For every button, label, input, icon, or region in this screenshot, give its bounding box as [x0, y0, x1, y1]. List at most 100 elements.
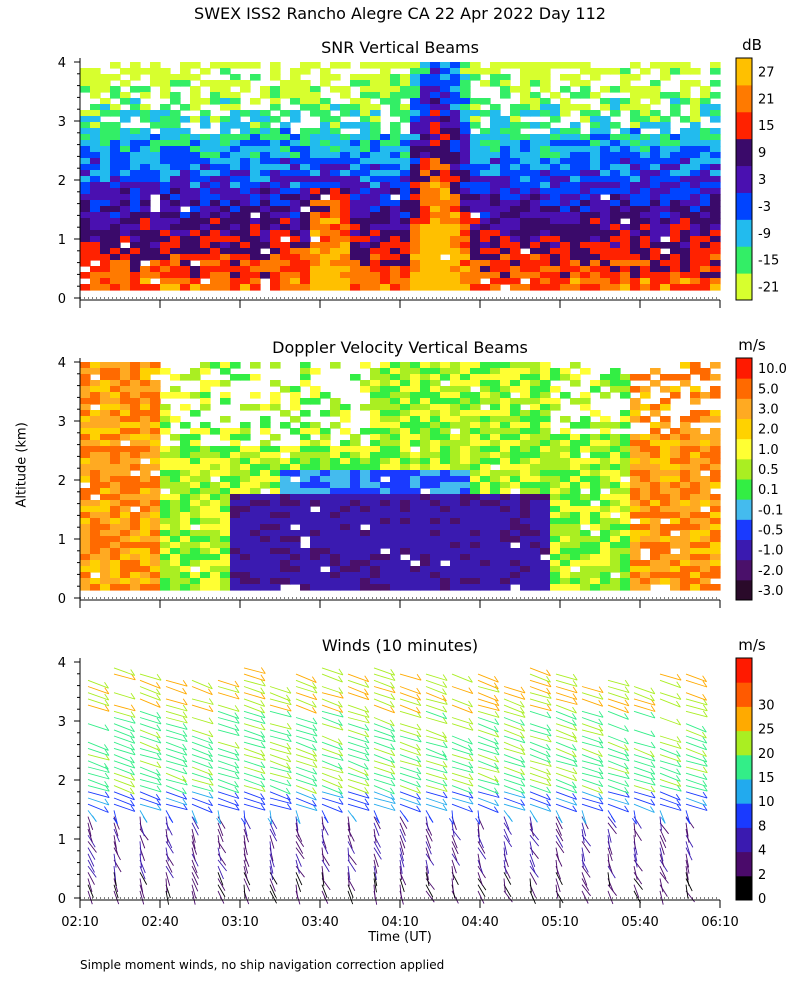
y-tick-label: 0 — [58, 292, 66, 307]
main-title: SWEX ISS2 Rancho Alegre CA 22 Apr 2022 D… — [194, 4, 606, 23]
footnote: Simple moment winds, no ship navigation … — [80, 958, 445, 972]
x-tick-label: 03:10 — [221, 915, 258, 930]
colorbar-swatch — [736, 658, 752, 683]
colorbar-swatch — [736, 418, 752, 440]
snr-heatmap-cells — [80, 62, 721, 291]
colorbar-label: -3 — [758, 200, 771, 215]
panel-title-doppler: Doppler Velocity Vertical Beams — [272, 338, 528, 357]
colorbar-label: -0.5 — [758, 523, 783, 538]
colorbar-label: -1.0 — [758, 544, 783, 559]
colorbar-label: 1.0 — [758, 443, 779, 458]
colorbar-label: 30 — [758, 698, 775, 713]
colorbar-2 — [735, 657, 753, 901]
colorbar-label: -3.0 — [758, 584, 783, 599]
y-tick-label: 2 — [58, 474, 66, 489]
colorbar-swatch — [736, 398, 752, 419]
colorbar-label: 9 — [758, 146, 766, 161]
colorbar-unit: m/s — [738, 336, 766, 354]
colorbar-label: 25 — [758, 723, 775, 738]
colorbar-swatch — [736, 358, 752, 379]
colorbar-label: 15 — [758, 771, 775, 786]
colorbar-frame — [735, 57, 753, 301]
colorbar-swatch — [736, 779, 752, 804]
colorbar-label: 21 — [758, 92, 775, 107]
colorbar-label: 4 — [758, 844, 766, 859]
colorbar-swatch — [736, 273, 752, 301]
wind-barbs — [87, 667, 708, 905]
y-tick-label: 1 — [58, 533, 66, 548]
x-tick-label: 02:40 — [141, 915, 178, 930]
x-axis-label: Time (UT) — [368, 930, 432, 945]
colorbar-swatch — [736, 84, 752, 113]
colorbar-label: -15 — [758, 254, 779, 269]
colorbar-swatch — [736, 754, 752, 780]
colorbar-label: 10 — [758, 795, 775, 810]
colorbar-swatch — [736, 165, 752, 193]
y-tick-label: 1 — [58, 833, 66, 848]
colorbar-swatch — [736, 851, 752, 877]
y-tick-label: 0 — [58, 892, 66, 907]
colorbar-label: 20 — [758, 747, 775, 762]
colorbar-label: 8 — [758, 819, 766, 834]
colorbar-swatch — [736, 111, 752, 140]
panel-title-winds: Winds (10 minutes) — [321, 636, 479, 655]
colorbar-0 — [735, 57, 753, 301]
colorbar-swatch — [736, 682, 752, 707]
y-tick-label: 4 — [58, 356, 66, 371]
x-tick-label: 06:10 — [701, 915, 738, 930]
panel-axes-0 — [74, 58, 721, 308]
colorbar-frame — [735, 657, 753, 901]
colorbar-1 — [735, 357, 753, 601]
colorbar-swatch — [736, 479, 752, 500]
y-tick-label: 3 — [58, 415, 66, 430]
colorbar-swatch — [736, 559, 752, 581]
colorbar-label: -0.1 — [758, 503, 783, 518]
colorbar-unit: m/s — [738, 636, 766, 654]
panel-title-snr: SNR Vertical Beams — [321, 38, 479, 57]
colorbar-label: 3.0 — [758, 402, 779, 417]
colorbar-swatch — [736, 499, 752, 520]
colorbar-swatch — [736, 58, 752, 86]
colorbar-label: 10.0 — [758, 362, 787, 377]
panel-axes-1 — [74, 358, 721, 608]
y-tick-label: 4 — [58, 656, 66, 671]
colorbar-label: 27 — [758, 65, 775, 80]
colorbar-swatch — [736, 458, 752, 480]
colorbar-label: 5.0 — [758, 382, 779, 397]
colorbar-swatch — [736, 539, 752, 561]
colorbar-frame — [735, 357, 753, 601]
colorbar-label: 2.0 — [758, 423, 779, 438]
colorbar-swatch — [736, 192, 752, 220]
colorbar-label: 15 — [758, 119, 775, 134]
x-tick-label: 02:10 — [61, 915, 98, 930]
colorbar-swatch — [736, 803, 752, 828]
colorbar-swatch — [736, 875, 752, 901]
colorbar-swatch — [736, 730, 752, 756]
y-tick-label: 0 — [58, 592, 66, 607]
y-tick-label: 4 — [58, 56, 66, 71]
panel-axes-2 — [74, 658, 721, 908]
x-tick-label: 05:10 — [541, 915, 578, 930]
colorbar-swatch — [736, 706, 752, 732]
y-tick-label: 1 — [58, 233, 66, 248]
colorbar-label: -9 — [758, 227, 771, 242]
x-tick-label: 04:10 — [381, 915, 418, 930]
colorbar-label: 0.5 — [758, 463, 779, 478]
colorbar-swatch — [736, 219, 752, 247]
colorbar-swatch — [736, 519, 752, 540]
colorbar-label: 0 — [758, 892, 766, 907]
colorbar-swatch — [736, 579, 752, 601]
colorbar-label: -2.0 — [758, 564, 783, 579]
colorbar-swatch — [736, 138, 752, 167]
x-tick-label: 04:40 — [461, 915, 498, 930]
x-tick-label: 05:40 — [621, 915, 658, 930]
colorbar-swatch — [736, 438, 752, 460]
y-tick-label: 2 — [58, 174, 66, 189]
vel-heatmap-cells — [80, 362, 721, 591]
colorbar-label: 3 — [758, 173, 766, 188]
colorbar-label: -21 — [758, 281, 779, 296]
colorbar-label: 0.1 — [758, 483, 779, 498]
colorbar-unit: dB — [742, 36, 762, 54]
y-tick-label: 2 — [58, 774, 66, 789]
